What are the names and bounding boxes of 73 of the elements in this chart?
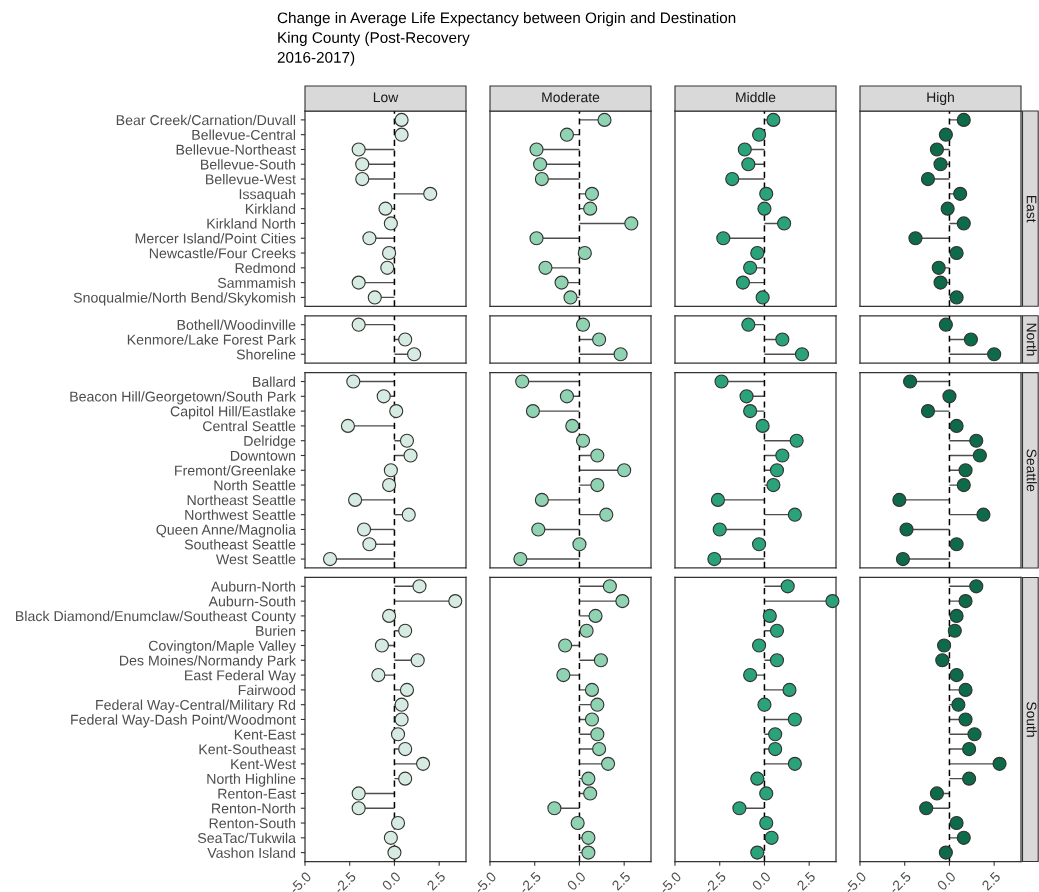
y-tick-label: Kirkland [245,203,296,214]
y-tick-label: Bellevue-West [206,173,296,185]
y-tick-label: Kent-Southeast [199,743,296,755]
y-tick-label: Kent-West [231,759,296,770]
y2-axis-title: North [1026,323,1037,356]
y-tick-label: Southeast Seattle [184,539,296,550]
y-tick-label: Kent-East [234,729,296,740]
x-tick-label: 0.0 [381,871,402,892]
x-tick-label: -5.0 [288,871,312,892]
y-tick-label: North Highline [207,773,296,787]
y-tick-label: Burien [256,625,296,636]
y-tick-label: Kenmore/Lake Forest Park [127,334,296,345]
y-tick-label: Renton-East [218,788,296,799]
y-tick-label: Bellevue-Northeast [176,144,296,155]
y-tick-label: Redmond [235,262,296,274]
x-tick-label: 2.5 [981,871,1001,891]
y-tick-label: Vashon Island [207,847,296,858]
y-tick-label: Beacon Hill/Georgetown/South Park [70,391,296,405]
x-tick-label: 2.5 [611,871,631,891]
y-tick-label: North Seattle [214,479,296,491]
y-tick-label: Auburn-South [208,595,296,607]
y2-axis-title: East [1026,195,1037,223]
x-tick-label: -2.5 [518,871,542,892]
y-tick-label: Northwest Seattle [185,509,296,520]
chart-subtitle: Low [373,92,399,103]
y-tick-label: East Federal Way [185,669,296,684]
y-tick-label: Central Seattle [202,420,296,432]
y2-axis-title: South [1026,701,1037,737]
y-tick-label: Covington/Maple Valley [148,640,296,654]
y-tick-label: Snoqualmie/North Bend/Skykomish [73,292,296,306]
y-tick-label: Newcastle/Four Creeks [149,247,296,259]
chart-subtitle: Moderate [542,92,600,103]
y-tick-label: Black Diamond/Enumclaw/Southeast County [16,610,296,624]
x-tick-label: -2.5 [888,871,912,892]
chart-subtitle: High [927,92,954,105]
x-tick-label: 0.0 [751,871,772,892]
x-tick-label: -5.0 [843,871,867,892]
y-tick-label: Issaquah [239,188,296,202]
y-tick-label: Des Moines/Normandy Park [120,655,296,669]
y-tick-label: Sammamish [217,277,296,288]
x-tick-label: 2.5 [796,871,816,891]
y-tick-label: Fairwood [238,684,296,696]
y-tick-label: Delridge [244,435,296,449]
x-tick-label: -5.0 [658,871,682,892]
x-tick-label: 0.0 [566,871,587,892]
y-tick-label: Kirkland North [207,218,296,229]
y-tick-label: Fremont/Greenlake [175,465,296,476]
y-tick-label: Ballard [253,376,296,387]
y-tick-label: Bellevue-South [201,159,296,170]
text: Change in Average Life Expectancy between Origin and Destination King County (Post-Recovery 2016-2017) [277,12,736,66]
y-tick-label: Bothell/Woodinville [177,319,296,330]
y-tick-label: Capitol Hill/Eastlake [170,405,296,420]
y-tick-label: Renton-South [209,817,296,829]
y-tick-label: Bear Creek/Carnation/Duvall [116,114,296,126]
y-tick-label: Bellevue-Central [192,129,296,140]
x-tick-label: -2.5 [333,871,357,892]
y-tick-label: Mercer Island/Point Cities [135,233,296,244]
y-tick-label: Auburn-North [210,581,296,592]
y-tick-label: Northeast Seattle [187,494,296,506]
x-tick-label: -2.5 [703,871,727,892]
y-tick-label: Federal Way-Central/Military Rd [96,699,296,713]
y-tick-label: West Seattle [215,553,296,565]
y2-axis-title: Seattle [1026,449,1037,492]
chart-subtitle: Middle [736,92,776,103]
y-tick-label: Queen Anne/Magnolia [156,524,296,538]
x-tick-label: -5.0 [473,871,497,892]
y-tick-label: Downtown [230,450,296,461]
y-tick-label: Shoreline [236,349,296,360]
x-tick-label: 2.5 [426,871,446,891]
y-tick-label: Federal Way-Dash Point/Woodmont [71,714,296,728]
y-tick-label: Renton-North [212,803,296,814]
x-tick-label: 0.0 [936,871,957,892]
y-tick-label: SeaTac/Tukwila [197,832,296,844]
